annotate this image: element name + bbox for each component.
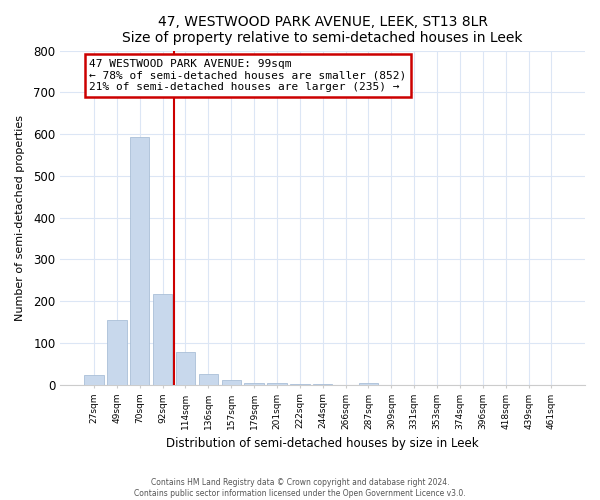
Bar: [199, 374, 218, 384]
Bar: [153, 294, 172, 384]
Bar: [130, 138, 149, 384]
Bar: [176, 352, 195, 384]
Y-axis label: Number of semi-detached properties: Number of semi-detached properties: [15, 114, 25, 320]
Bar: [221, 380, 241, 384]
X-axis label: Distribution of semi-detached houses by size in Leek: Distribution of semi-detached houses by …: [166, 437, 479, 450]
Bar: [244, 382, 264, 384]
Bar: [84, 376, 104, 384]
Text: Contains HM Land Registry data © Crown copyright and database right 2024.
Contai: Contains HM Land Registry data © Crown c…: [134, 478, 466, 498]
Text: 47 WESTWOOD PARK AVENUE: 99sqm
← 78% of semi-detached houses are smaller (852)
2: 47 WESTWOOD PARK AVENUE: 99sqm ← 78% of …: [89, 59, 407, 92]
Title: 47, WESTWOOD PARK AVENUE, LEEK, ST13 8LR
Size of property relative to semi-detac: 47, WESTWOOD PARK AVENUE, LEEK, ST13 8LR…: [122, 15, 523, 45]
Bar: [359, 382, 378, 384]
Bar: [107, 320, 127, 384]
